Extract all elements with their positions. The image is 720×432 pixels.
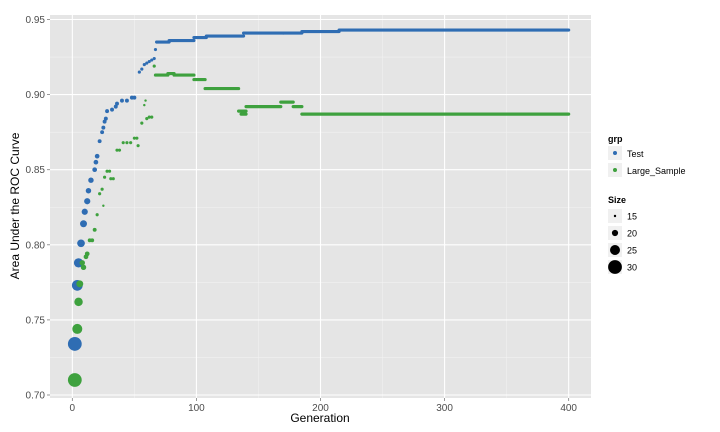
series-large-sample-point (145, 117, 149, 121)
series-test-point (153, 47, 158, 52)
series-test-point (102, 119, 107, 124)
legend-key-test (613, 151, 617, 155)
series-test-point (103, 116, 108, 121)
legend-label-test: Test (627, 149, 644, 159)
series-large-sample-point (72, 323, 83, 334)
x-axis-ticks: 0 100 200 300 400 (70, 398, 577, 414)
series-test-point (115, 101, 119, 106)
series-large-sample-point (111, 177, 115, 181)
series-large-sample-point (117, 148, 122, 152)
y-tick-label: 0.85 (26, 165, 46, 176)
series-test-point (150, 58, 154, 62)
series-test-point (132, 95, 137, 100)
series-test-point (100, 130, 105, 135)
series-large-sample-point (115, 148, 119, 152)
series-large-sample-point (147, 115, 151, 119)
y-axis-ticks: 0.70 0.75 0.80 0.85 0.90 0.95 (26, 15, 50, 401)
series-test-point (124, 98, 129, 103)
legend-label-large-sample: Large_Sample (627, 166, 686, 176)
y-axis-title: Area Under the ROC Curve (8, 132, 22, 279)
series-test-point (67, 337, 82, 351)
series-test-point (80, 220, 87, 228)
series-large-sample-point (95, 213, 99, 217)
y-tick-label: 0.80 (26, 240, 46, 251)
series-large-sample-point (80, 264, 87, 271)
series-large-sample-point (135, 136, 139, 140)
series-large-sample-point (140, 121, 144, 125)
series-large-sample-point (107, 169, 112, 173)
series-large-sample-point (74, 297, 83, 307)
series-large-sample-point (125, 141, 129, 145)
series-test-point (147, 59, 151, 64)
series-test-point (85, 188, 92, 194)
series-test-point (92, 167, 98, 173)
size-key-label: 20 (627, 229, 637, 239)
series-large-sample-point (103, 175, 107, 179)
legend-key-large-sample (613, 168, 617, 172)
series-large-sample-point (76, 280, 84, 288)
series-large-sample-point (79, 260, 85, 266)
series-large-sample-point (90, 238, 95, 243)
series-large-sample-point (109, 177, 113, 181)
series-large-sample-point (100, 187, 104, 191)
series-large-sample-point (84, 251, 90, 257)
size-key-30 (608, 260, 622, 274)
major-grid (50, 15, 591, 398)
legend-size-title: Size (608, 195, 626, 205)
size-key-label: 15 (627, 212, 637, 222)
series-large-sample-point (144, 99, 147, 102)
legend: grp Test Large_Sample Size 15 20 25 30 (608, 134, 686, 274)
size-key-15 (613, 214, 617, 218)
series-large-sample-point (121, 141, 125, 145)
x-tick-label: 300 (436, 403, 453, 414)
series-test-point (145, 61, 149, 65)
x-tick-label: 100 (188, 403, 205, 414)
series-test-point (84, 198, 91, 205)
x-axis-title: Generation (290, 411, 349, 425)
series-test-point (81, 208, 88, 215)
series-test-point (88, 177, 94, 183)
legend-color-title: grp (608, 134, 623, 144)
series-test-point (140, 67, 144, 71)
series-test-point (155, 40, 159, 44)
series-test-point (120, 98, 124, 103)
size-legend-keys: 15 20 25 30 (608, 209, 637, 274)
series-test-point (97, 139, 102, 144)
x-tick-label: 400 (560, 403, 577, 414)
series-large-sample-point (67, 373, 82, 387)
y-tick-label: 0.70 (26, 390, 46, 401)
series-large-sample-point (150, 115, 154, 119)
series-large-sample-point (143, 103, 146, 107)
series-test-point (77, 239, 85, 248)
series-test-point (101, 125, 106, 130)
series-large-sample-point (152, 64, 156, 68)
series-test-point (94, 153, 100, 159)
series-test-point (105, 109, 110, 114)
series-test-point (110, 107, 115, 112)
series-test-point (142, 62, 146, 67)
series-large-sample-point (105, 169, 109, 173)
series-large-sample-point (92, 227, 97, 232)
series-large-sample-point (129, 141, 133, 145)
series-test-point (137, 70, 141, 74)
size-key-label: 30 (627, 263, 637, 273)
series-large-sample-point (102, 204, 105, 207)
x-tick-label: 200 (312, 403, 329, 414)
series-large-sample-point (98, 192, 102, 196)
size-key-20 (611, 229, 619, 237)
size-key-25 (610, 245, 620, 255)
data-points (67, 28, 571, 387)
series-test-point (152, 56, 156, 61)
y-tick-label: 0.75 (26, 315, 46, 326)
size-key-label: 25 (627, 246, 637, 256)
series-large-sample-point (132, 136, 136, 140)
series-test-point (93, 159, 99, 165)
series-large-sample-point (136, 144, 140, 148)
y-tick-label: 0.90 (26, 90, 46, 101)
y-tick-label: 0.95 (26, 15, 46, 26)
x-tick-label: 0 (70, 403, 76, 414)
series-test-point (113, 104, 118, 109)
